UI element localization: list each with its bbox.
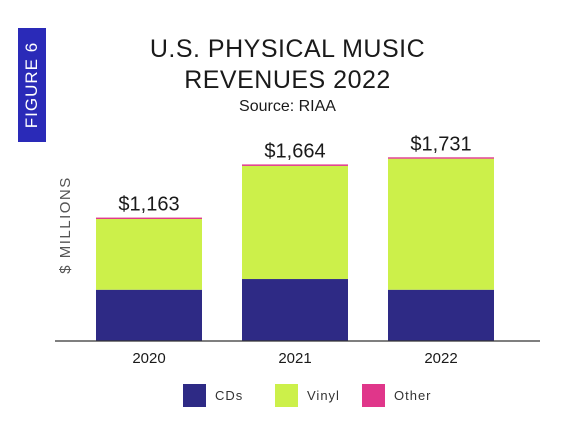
bar-vinyl-2021 [242, 165, 348, 280]
legend-label-cds: CDs [215, 387, 244, 403]
legend-label-vinyl: Vinyl [307, 387, 340, 403]
legend-item-vinyl: Vinyl [275, 383, 340, 407]
x-tick-2020: 2020 [132, 350, 165, 367]
total-label-2022: $1,731 [410, 133, 471, 155]
bar-cds-2021 [242, 279, 348, 341]
legend-item-cds: CDs [183, 383, 243, 407]
figure-tab: FIGURE 6 [18, 28, 46, 142]
bar-vinyl-2022 [388, 158, 494, 290]
x-tick-2022: 2022 [424, 350, 457, 367]
chart-title: U.S. PHYSICAL MUSIC REVENUES 2022 [0, 34, 575, 96]
bars-group [96, 157, 494, 341]
bar-vinyl-2020 [96, 218, 202, 290]
labels-group: $1,163 2020 $1,664 2021 $1,731 2022 [118, 133, 471, 367]
chart-title-line-2: REVENUES 2022 [184, 66, 391, 94]
legend-swatch-cds [183, 383, 206, 407]
total-label-2020: $1,163 [118, 194, 179, 216]
chart-subtitle: Source: RIAA [239, 98, 336, 115]
legend-swatch-vinyl [275, 383, 298, 407]
bar-cds-2022 [388, 289, 494, 341]
total-label-2021: $1,664 [264, 140, 325, 162]
chart-title-line-1: U.S. PHYSICAL MUSIC [149, 35, 426, 63]
x-tick-2021: 2021 [278, 350, 311, 367]
y-axis-label: $ MILLIONS [57, 176, 74, 274]
legend: CDs Vinyl Other [0, 383, 575, 407]
legend-item-other: Other [362, 383, 432, 407]
bar-cds-2020 [96, 289, 202, 341]
bar-other-2020 [96, 217, 202, 219]
legend-label-other: Other [394, 387, 432, 403]
bar-other-2022 [388, 157, 494, 159]
bar-other-2021 [242, 164, 348, 166]
legend-swatch-other [362, 383, 385, 407]
